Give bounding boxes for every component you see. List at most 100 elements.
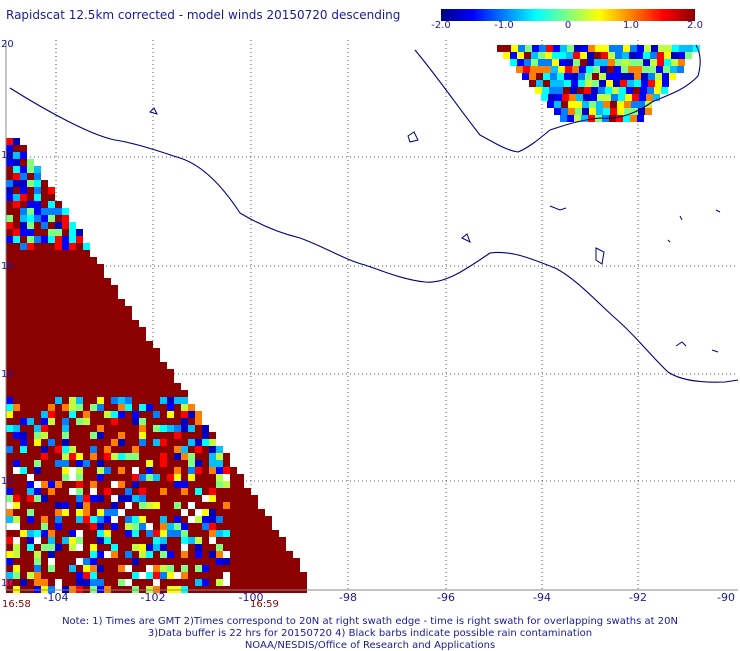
- wind-cell: [41, 222, 48, 229]
- wind-cell: [160, 530, 167, 537]
- wind-cell: [265, 558, 272, 565]
- wind-cell: [616, 115, 623, 122]
- wind-cell: [76, 397, 83, 404]
- wind-cell: [76, 516, 83, 523]
- wind-cell: [97, 327, 104, 334]
- wind-cell: [111, 516, 118, 523]
- wind-cell: [585, 80, 592, 87]
- wind-cell: [230, 551, 237, 558]
- wind-cell: [524, 59, 531, 66]
- wind-cell: [244, 579, 251, 586]
- wind-cell: [279, 544, 286, 551]
- wind-cell: [83, 481, 90, 488]
- wind-cell: [69, 222, 76, 229]
- wind-cell: [244, 516, 251, 523]
- wind-cell: [83, 446, 90, 453]
- wind-cell: [111, 404, 118, 411]
- wind-cell: [55, 572, 62, 579]
- wind-cell: [27, 369, 34, 376]
- wind-cell: [223, 481, 230, 488]
- wind-cell: [630, 115, 637, 122]
- wind-cell: [48, 264, 55, 271]
- wind-cell: [146, 530, 153, 537]
- wind-cell: [188, 404, 195, 411]
- wind-cell: [118, 348, 125, 355]
- wind-cell: [34, 306, 41, 313]
- wind-cell: [635, 66, 642, 73]
- wind-cell: [48, 537, 55, 544]
- wind-cell: [174, 537, 181, 544]
- wind-cell: [20, 516, 27, 523]
- wind-cell: [13, 152, 20, 159]
- wind-cell: [83, 432, 90, 439]
- wind-cell: [132, 530, 139, 537]
- wind-cell: [553, 45, 560, 52]
- wind-cell: [216, 502, 223, 509]
- wind-cell: [160, 558, 167, 565]
- wind-cell: [223, 558, 230, 565]
- wind-cell: [167, 383, 174, 390]
- wind-cell: [195, 509, 202, 516]
- wind-cell: [139, 558, 146, 565]
- wind-cell: [27, 572, 34, 579]
- wind-cell: [132, 572, 139, 579]
- wind-cell: [83, 551, 90, 558]
- wind-cell: [34, 383, 41, 390]
- wind-cell: [90, 495, 97, 502]
- lon-label: -100: [238, 591, 264, 604]
- wind-cell: [104, 376, 111, 383]
- wind-cell: [202, 516, 209, 523]
- wind-cell: [174, 544, 181, 551]
- wind-cell: [104, 404, 111, 411]
- wind-cell: [97, 362, 104, 369]
- wind-cell: [216, 481, 223, 488]
- wind-cell: [118, 572, 125, 579]
- wind-cell: [90, 271, 97, 278]
- wind-cell: [97, 397, 104, 404]
- wind-cell: [69, 425, 76, 432]
- wind-cell: [76, 537, 83, 544]
- wind-cell: [188, 453, 195, 460]
- wind-cell: [76, 495, 83, 502]
- wind-cell: [619, 87, 626, 94]
- wind-cell: [139, 579, 146, 586]
- wind-cell: [55, 411, 62, 418]
- wind-cell: [634, 80, 641, 87]
- wind-cell: [20, 306, 27, 313]
- wind-cell: [125, 439, 132, 446]
- wind-cell: [83, 495, 90, 502]
- wind-cell: [617, 101, 624, 108]
- wind-cell: [34, 467, 41, 474]
- wind-cell: [6, 320, 13, 327]
- wind-cell: [13, 285, 20, 292]
- wind-cell: [181, 397, 188, 404]
- wind-cell: [76, 418, 83, 425]
- wind-cell: [153, 404, 160, 411]
- wind-cell: [27, 509, 34, 516]
- wind-cell: [132, 376, 139, 383]
- wind-cell: [13, 523, 20, 530]
- wind-cell: [132, 432, 139, 439]
- wind-cell: [146, 376, 153, 383]
- wind-cell: [181, 530, 188, 537]
- wind-cell: [550, 80, 557, 87]
- wind-cell: [76, 376, 83, 383]
- wind-cell: [55, 243, 62, 250]
- wind-cell: [209, 579, 216, 586]
- wind-cell: [41, 523, 48, 530]
- wind-cell: [41, 558, 48, 565]
- wind-cell: [20, 362, 27, 369]
- wind-cell: [27, 439, 34, 446]
- wind-cell: [503, 52, 510, 59]
- wind-cell: [97, 467, 104, 474]
- wind-cell: [48, 376, 55, 383]
- wind-cell: [83, 285, 90, 292]
- wind-cell: [34, 474, 41, 481]
- wind-cell: [237, 495, 244, 502]
- wind-cell: [251, 502, 258, 509]
- wind-cell: [160, 544, 167, 551]
- wind-cell: [13, 530, 20, 537]
- wind-cell: [83, 292, 90, 299]
- wind-cell: [6, 236, 13, 243]
- wind-cell: [216, 579, 223, 586]
